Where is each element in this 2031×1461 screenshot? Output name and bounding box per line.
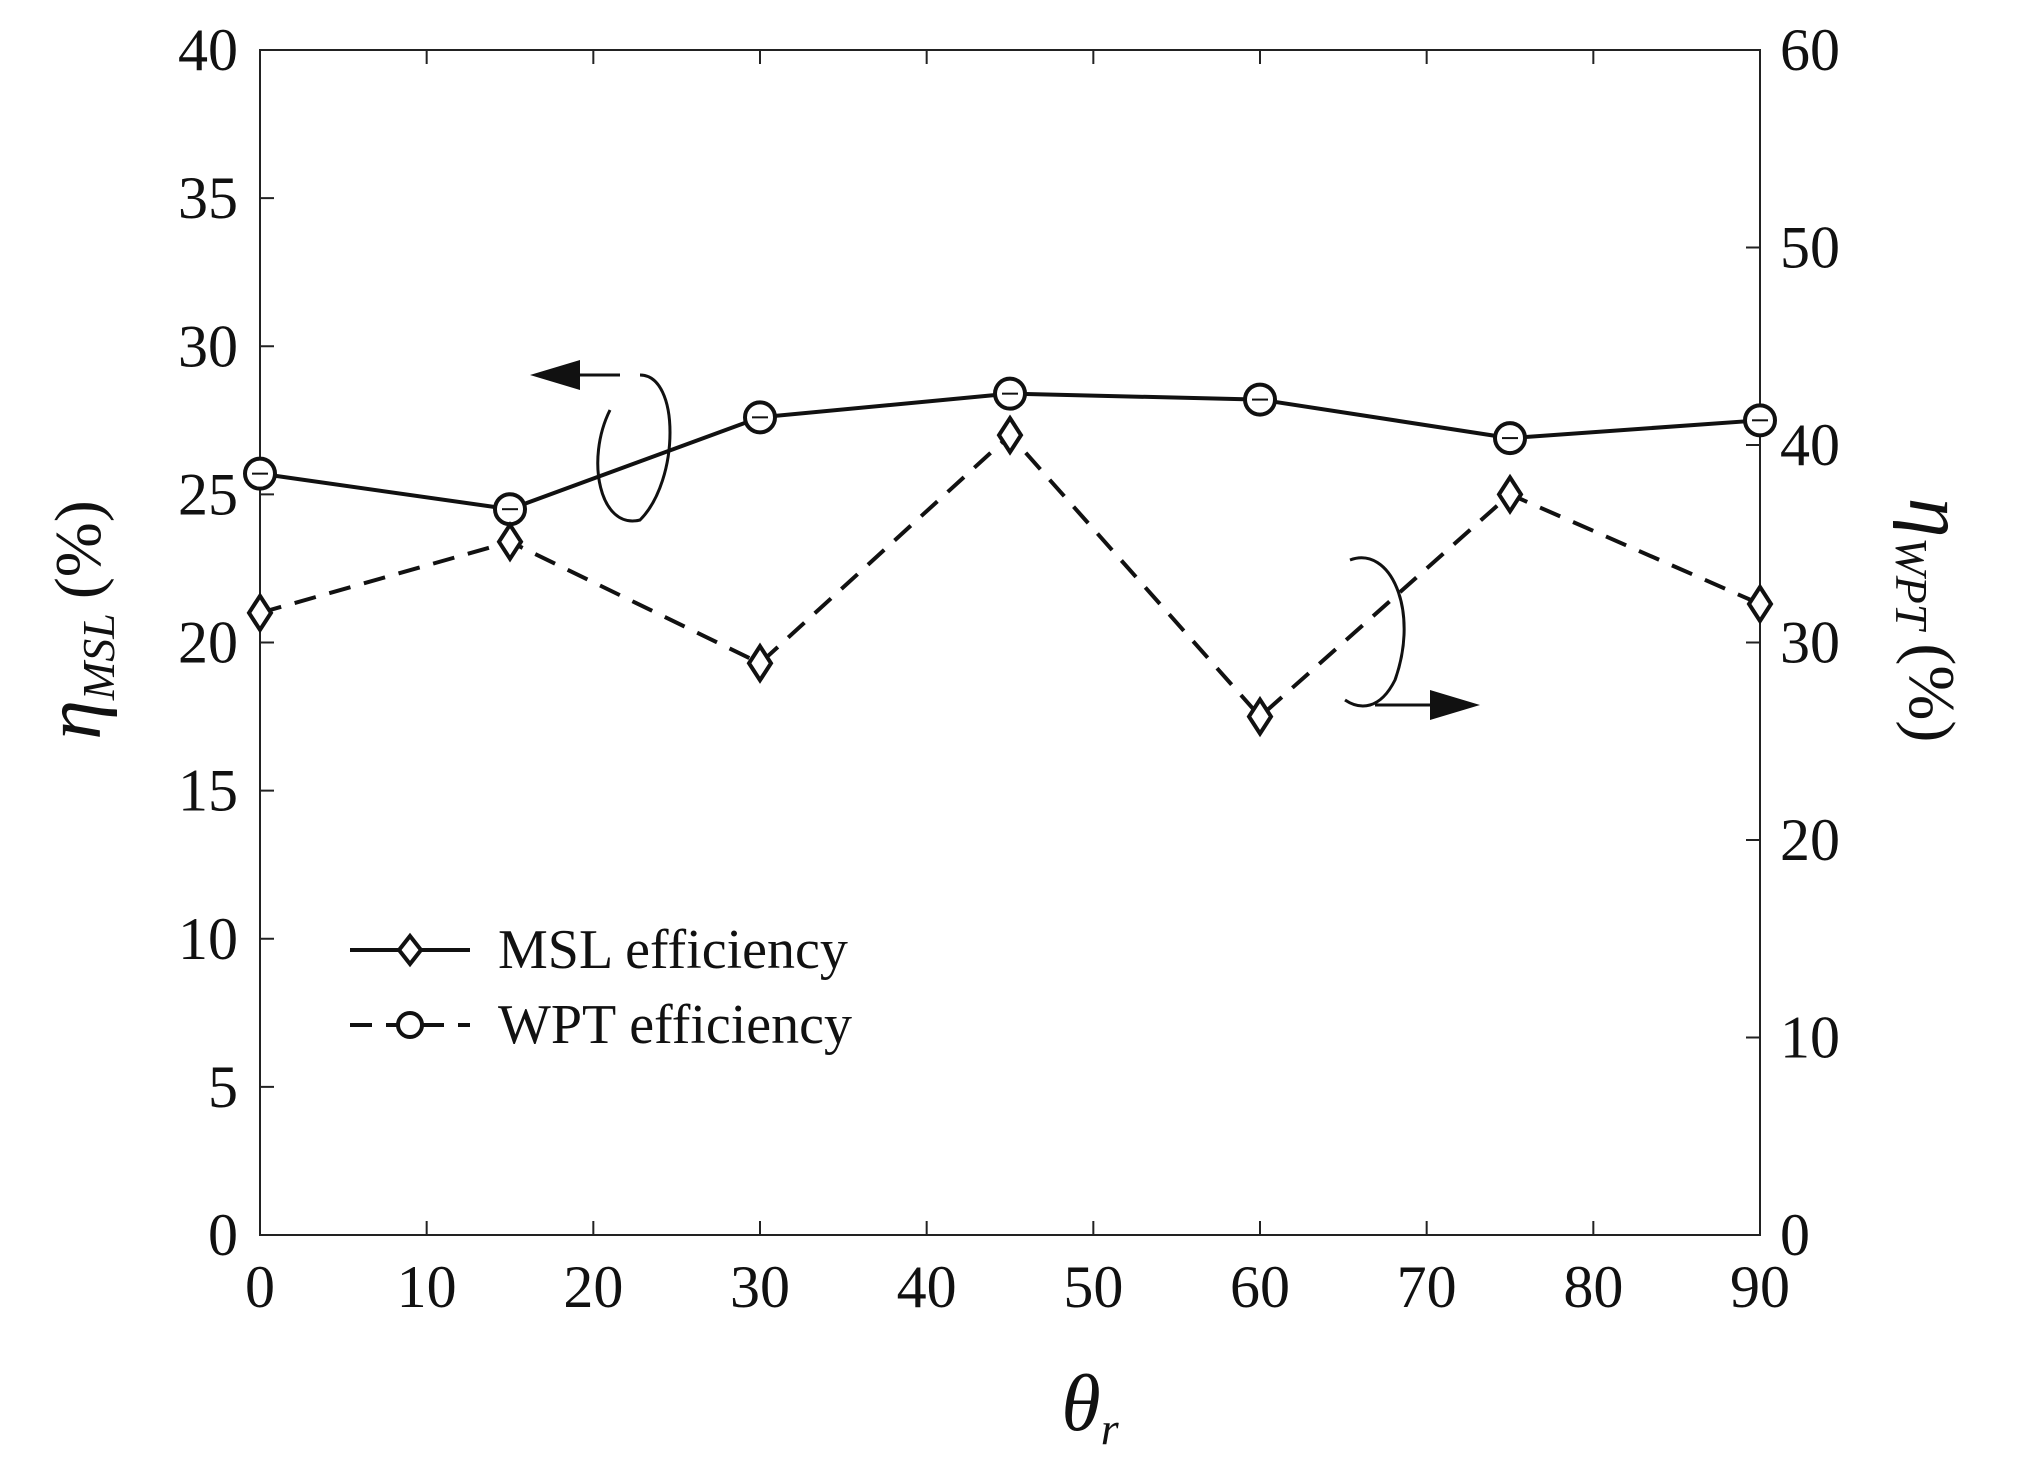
x-tick-label: 70 <box>1397 1254 1457 1320</box>
y-left-tick-label: 0 <box>208 1202 238 1268</box>
data-point-wpt-efficiency <box>246 592 274 634</box>
legend-label-msl: MSL efficiency <box>498 919 848 981</box>
y-left-tick-label: 35 <box>178 165 238 231</box>
y-right-tick-label: 0 <box>1780 1202 1810 1268</box>
legend-entry-msl: MSL efficiency <box>350 919 848 981</box>
x-tick-label: 40 <box>897 1254 957 1320</box>
y-right-unit: (%) <box>1895 643 1968 742</box>
y-right-tick-label: 10 <box>1780 1005 1840 1071</box>
x-tick-label: 60 <box>1230 1254 1290 1320</box>
x-axis-label: θr <box>1061 1360 1119 1454</box>
left-axis-pointer-annotation <box>530 360 672 523</box>
series-msl-efficiency <box>243 376 1777 527</box>
x-symbol: θ <box>1061 1360 1100 1448</box>
y-left-tick-label: 30 <box>178 313 238 379</box>
x-axis-ticks: 0 10 20 30 40 50 60 70 80 90 <box>245 50 1790 1320</box>
y-right-subscript: WPT <box>1886 537 1937 632</box>
y-right-tick-label: 20 <box>1780 807 1840 873</box>
data-point-wpt-efficiency <box>746 642 774 684</box>
x-tick-label: 10 <box>397 1254 457 1320</box>
right-y-axis-ticks: 0 10 20 30 40 50 60 <box>1746 17 1840 1268</box>
legend-diamond-marker <box>396 932 424 968</box>
y-left-tick-label: 40 <box>178 17 238 83</box>
legend: MSL efficiency WPT efficiency <box>350 919 852 1056</box>
y-left-symbol: η <box>30 700 118 740</box>
x-tick-label: 20 <box>563 1254 623 1320</box>
plot-frame <box>259 49 1761 1236</box>
x-tick-label: 30 <box>730 1254 790 1320</box>
data-point-wpt-efficiency <box>1496 473 1524 516</box>
y-axis-left-label: ηMSL (%) <box>30 500 124 740</box>
series-wpt-efficiency <box>246 414 1774 738</box>
y-left-tick-label: 15 <box>178 758 238 824</box>
left-y-axis-ticks: 0 5 10 15 20 25 30 35 40 <box>178 17 274 1268</box>
x-subscript: r <box>1101 1403 1120 1454</box>
series-layer <box>243 376 1777 738</box>
y-axis-right-label: ηWPT (%) <box>1886 498 1980 743</box>
y-right-tick-label: 40 <box>1780 412 1840 478</box>
x-tick-label: 0 <box>245 1254 275 1320</box>
y-right-symbol: η <box>1892 498 1980 538</box>
legend-entry-wpt: WPT efficiency <box>350 994 852 1056</box>
data-point-wpt-efficiency <box>996 414 1024 456</box>
y-left-tick-label: 5 <box>208 1054 238 1120</box>
right-axis-pointer-annotation <box>1344 556 1480 720</box>
x-tick-label: 80 <box>1563 1254 1623 1320</box>
y-left-subscript: MSL <box>73 613 124 701</box>
x-tick-label: 90 <box>1730 1254 1790 1320</box>
series-line-wpt-efficiency <box>259 433 1761 719</box>
y-left-tick-label: 20 <box>178 610 238 676</box>
legend-label-wpt: WPT efficiency <box>498 994 852 1056</box>
y-right-tick-label: 30 <box>1780 610 1840 676</box>
y-left-tick-label: 10 <box>178 906 238 972</box>
y-right-tick-label: 50 <box>1780 215 1840 281</box>
data-point-wpt-efficiency <box>1746 583 1774 625</box>
data-point-wpt-efficiency <box>1246 695 1274 738</box>
data-point-wpt-efficiency <box>496 521 524 563</box>
y-left-tick-label: 25 <box>178 461 238 527</box>
legend-circle-marker <box>396 1011 424 1039</box>
y-right-tick-label: 60 <box>1780 17 1840 83</box>
x-tick-label: 50 <box>1063 1254 1123 1320</box>
y-left-unit: (%) <box>42 500 115 599</box>
